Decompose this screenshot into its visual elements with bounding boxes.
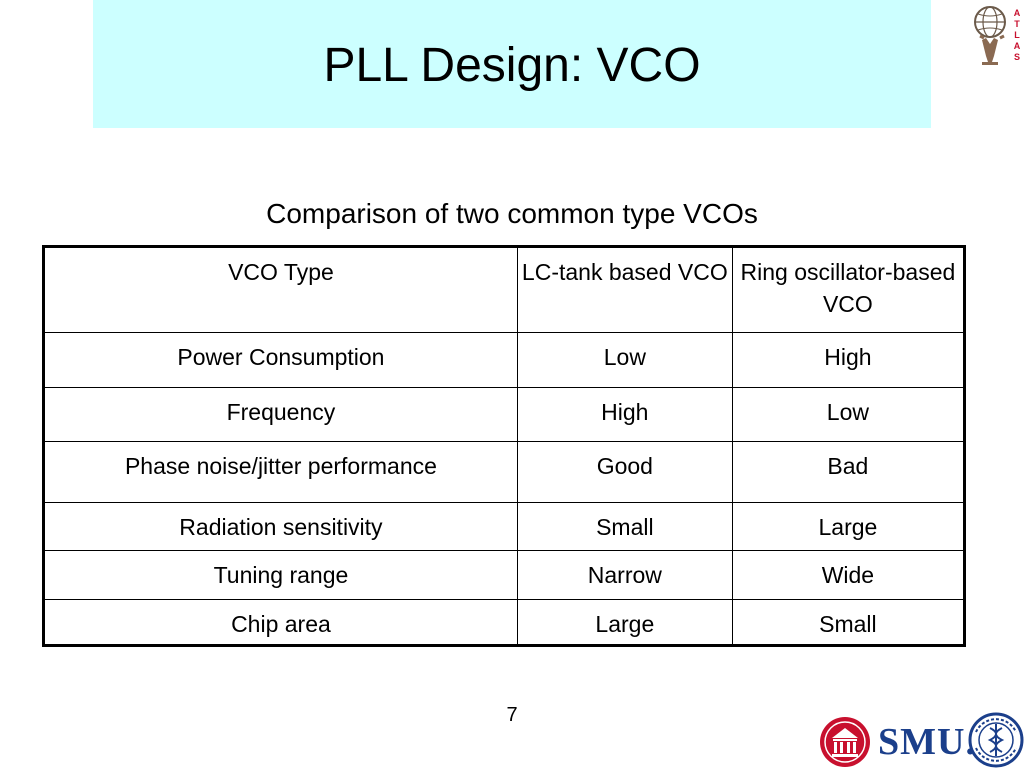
smu-shield-icon (820, 717, 870, 767)
header-cell-vco-type: VCO Type (43, 246, 518, 333)
row-label: Phase noise/jitter performance (43, 441, 518, 503)
smu-logo-text: SMU. (878, 720, 976, 764)
svg-text:A: A (1014, 8, 1021, 18)
title-banner: PLL Design: VCO (93, 0, 931, 128)
row-label: Tuning range (43, 550, 518, 600)
table-row: Frequency High Low (43, 387, 966, 442)
lc-tank-value: Large (516, 599, 733, 646)
header-cell-lc-tank: LC-tank based VCO (516, 246, 733, 333)
table-header-row: VCO Type LC-tank based VCO Ring oscillat… (43, 246, 966, 333)
ring-oscillator-value: High (731, 332, 966, 388)
table-row: Radiation sensitivity Small Large (43, 502, 966, 551)
svg-text:S: S (1014, 52, 1020, 62)
row-label: Chip area (43, 599, 518, 646)
svg-text:T: T (1014, 19, 1020, 29)
ring-oscillator-value: Small (731, 599, 966, 646)
table-caption: Comparison of two common type VCOs (266, 198, 758, 229)
lc-tank-value: Small (516, 502, 733, 551)
header-cell-ring-oscillator: Ring oscillator-based VCO (731, 246, 966, 333)
page-number: 7 (506, 704, 518, 726)
svg-text:L: L (1014, 30, 1020, 40)
lc-tank-value: Narrow (516, 550, 733, 600)
svg-text:A: A (1014, 41, 1021, 51)
table-row: Tuning range Narrow Wide (43, 550, 966, 600)
table-row: Phase noise/jitter performance Good Bad (43, 441, 966, 503)
lc-tank-value: Good (516, 441, 733, 503)
row-label: Frequency (43, 387, 518, 442)
smu-wordmark: SMU (878, 721, 966, 763)
lc-tank-value: Low (516, 332, 733, 388)
ring-oscillator-value: Low (731, 387, 966, 442)
slide-title: PLL Design: VCO (323, 39, 701, 92)
atlas-logo-icon: A T L A S (974, 6, 1021, 65)
academia-sinica-seal-icon (968, 712, 1024, 768)
ring-oscillator-value: Large (731, 502, 966, 551)
ring-oscillator-value: Bad (731, 441, 966, 503)
table-row: Chip area Large Small (43, 599, 966, 646)
ring-oscillator-value: Wide (731, 550, 966, 600)
table-row: Power Consumption Low High (43, 332, 966, 388)
row-label: Power Consumption (43, 332, 518, 388)
row-label: Radiation sensitivity (43, 502, 518, 551)
vco-comparison-table: VCO Type LC-tank based VCO Ring oscillat… (42, 245, 966, 647)
lc-tank-value: High (516, 387, 733, 442)
